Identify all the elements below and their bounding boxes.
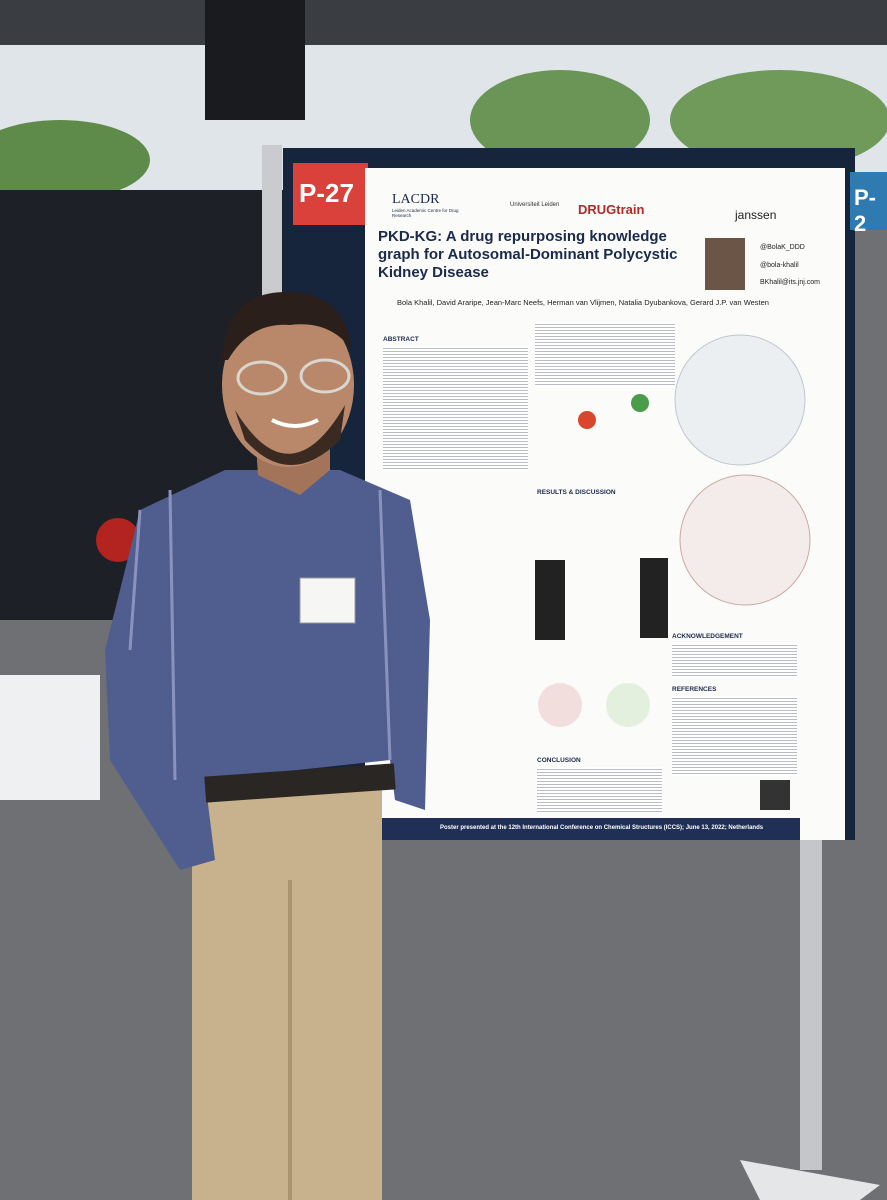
pole xyxy=(262,145,282,325)
figure-node xyxy=(631,394,649,412)
figure-panel xyxy=(538,683,582,727)
curtain xyxy=(0,190,285,620)
figure-panel xyxy=(606,683,650,727)
section-heading: CONCLUSION xyxy=(537,757,581,764)
text-block xyxy=(537,767,662,812)
trees xyxy=(470,70,650,170)
text-block xyxy=(383,346,528,471)
author-photo xyxy=(705,238,745,290)
contact: @bola-khalil xyxy=(760,262,799,269)
poster-footer: Poster presented at the 12th Internation… xyxy=(440,825,764,831)
text-block xyxy=(535,322,675,387)
section-heading: RESULTS & DISCUSSION xyxy=(537,489,616,496)
table xyxy=(0,675,100,800)
speaker xyxy=(205,0,305,120)
hose-reel xyxy=(96,518,140,562)
poster-title: PKD-KG: A drug repurposing knowledge gra… xyxy=(378,228,678,281)
graph-figure xyxy=(679,474,811,606)
logo: janssen xyxy=(735,208,777,222)
trees xyxy=(0,120,150,200)
contact: BKhalil@its.jnj.com xyxy=(760,279,821,286)
poster-footer-band xyxy=(365,818,800,840)
logo: LACDR xyxy=(392,192,440,207)
board-label-left xyxy=(293,163,368,225)
board-label: P-27 xyxy=(299,178,354,208)
figure-node xyxy=(578,411,596,429)
text-block xyxy=(672,696,797,776)
logo: Leiden Academic Centre for Drug Research xyxy=(392,208,459,218)
ceiling xyxy=(0,0,887,45)
figure-panel xyxy=(640,558,668,638)
contact: @BolaK_DDD xyxy=(760,244,805,251)
section-heading: REFERENCES xyxy=(672,686,717,693)
section-heading: ABSTRACT xyxy=(383,336,419,343)
figure-panel xyxy=(535,560,565,640)
logo: Universiteit Leiden xyxy=(510,202,560,208)
board-label-right xyxy=(850,172,887,230)
stand-foot xyxy=(740,1160,880,1200)
authors: Bola Khalil, David Araripe, Jean-Marc Ne… xyxy=(397,298,769,307)
logo: DRUGtrain xyxy=(578,202,645,217)
text-block xyxy=(672,643,797,678)
graph-figure xyxy=(674,334,806,466)
board-label: P-2 xyxy=(854,185,876,236)
section-heading: ACKNOWLEDGEMENT xyxy=(672,633,743,640)
trees xyxy=(670,70,887,170)
qr-code xyxy=(760,780,790,810)
